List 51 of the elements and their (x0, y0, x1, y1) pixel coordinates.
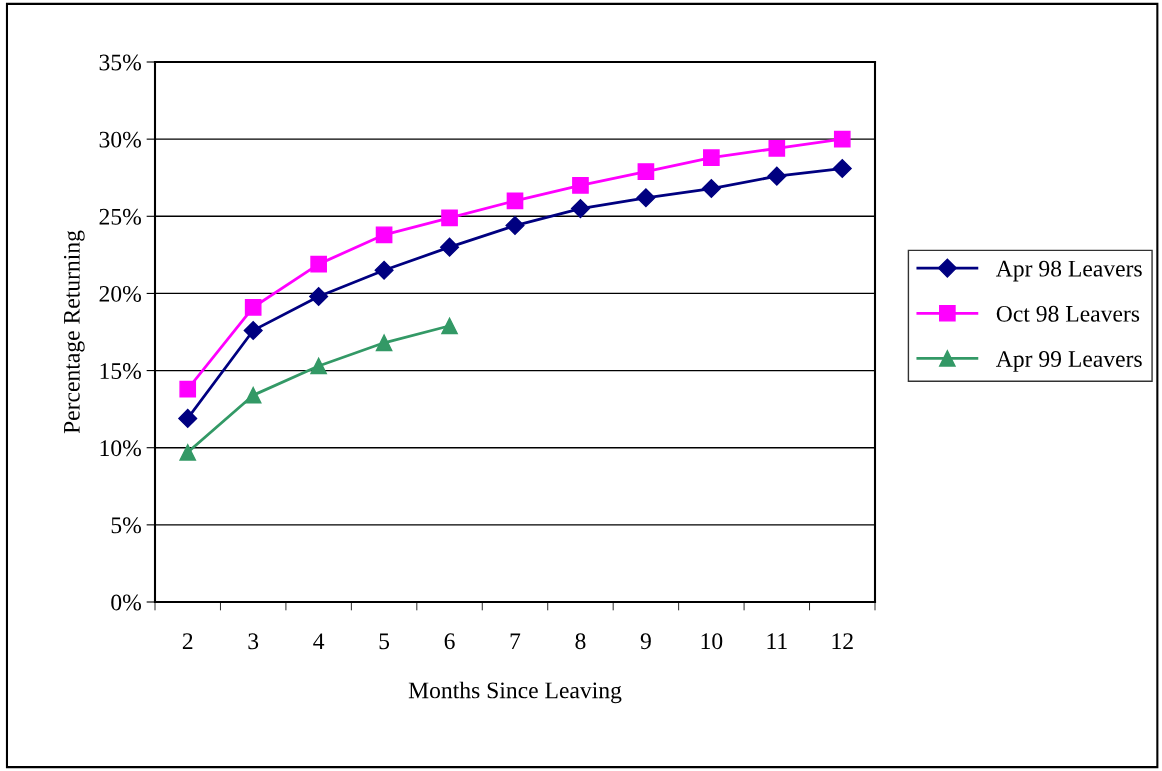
y-tick-label: 0% (111, 594, 141, 611)
x-tick-label: 10 (701, 633, 723, 650)
y-tick-label: 20% (99, 285, 141, 302)
x-tick-label: 4 (313, 633, 325, 649)
point (309, 286, 329, 307)
point (244, 298, 262, 316)
point (441, 317, 458, 335)
point (244, 386, 262, 404)
x-tick-label: 7 (510, 633, 521, 649)
point (310, 357, 327, 375)
y-axis-title: Percentage Returning (63, 230, 85, 434)
point (637, 163, 655, 180)
point (375, 334, 393, 352)
x-tick-label: 12 (832, 633, 853, 649)
y-tick-label: 5% (111, 517, 141, 534)
point (833, 130, 851, 148)
y-tick-label: 30% (99, 131, 141, 148)
y-tick-label: 35% (99, 54, 141, 71)
point (375, 226, 393, 244)
x-tick-label: 9 (640, 633, 651, 650)
point (440, 237, 460, 257)
point (179, 444, 197, 461)
point (636, 188, 656, 208)
x-axis-title: Months Since Leaving (408, 681, 622, 704)
point (505, 216, 525, 236)
point (703, 149, 720, 166)
point (506, 192, 524, 210)
point (179, 380, 197, 398)
legend-label: Apr 99 Leavers (996, 351, 1142, 372)
y-tick-label: 15% (100, 363, 141, 380)
legend-label: Apr 98 Leavers (996, 260, 1142, 282)
point (570, 199, 590, 219)
point (310, 255, 327, 273)
y-tick-label: 25% (99, 208, 141, 225)
x-tick-label: 3 (248, 633, 259, 650)
point (178, 408, 198, 428)
point (768, 140, 786, 157)
point (767, 166, 787, 186)
x-tick-label: 5 (379, 633, 390, 650)
point (701, 178, 721, 199)
point (243, 320, 263, 340)
x-tick-label: 11 (767, 633, 787, 649)
point (832, 158, 852, 178)
legend-label: Oct 98 Leavers (996, 305, 1140, 322)
point (441, 209, 458, 227)
point (572, 177, 589, 194)
x-tick-label: 2 (182, 633, 193, 649)
point (374, 260, 394, 280)
x-tick-label: 8 (575, 633, 586, 650)
y-tick-label: 10% (100, 440, 141, 457)
x-tick-label: 6 (444, 633, 455, 650)
